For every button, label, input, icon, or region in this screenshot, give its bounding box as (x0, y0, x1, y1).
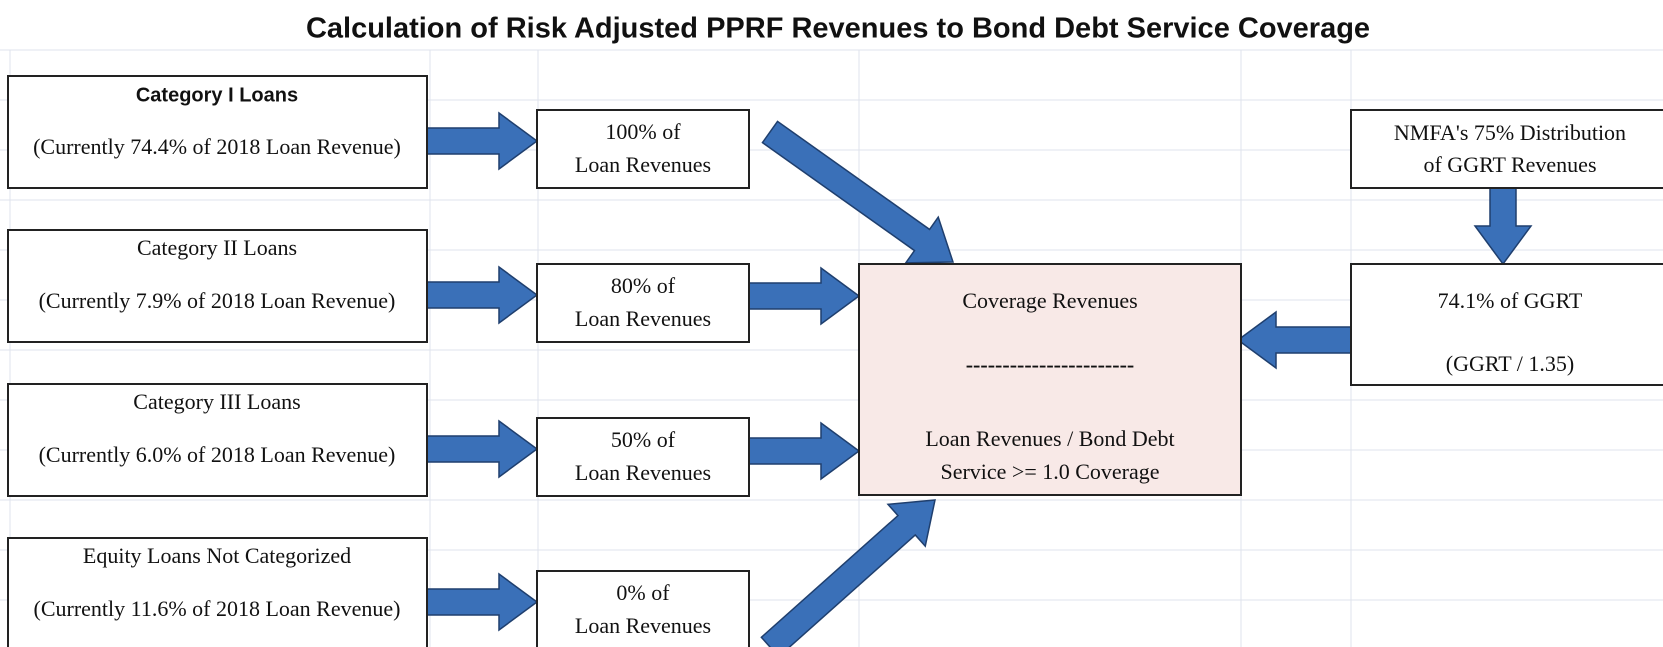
category-label: Equity Loans Not Categorized (83, 543, 351, 568)
coverage-box (858, 263, 1242, 496)
arrow (426, 265, 539, 325)
share-line: Loan Revenues (575, 460, 711, 485)
arrow (748, 266, 861, 326)
ggrt-result-box (1350, 263, 1663, 386)
arrow (1236, 310, 1352, 370)
ggrt-source: NMFA's 75% Distribution (1394, 120, 1626, 145)
category-box (7, 537, 428, 647)
ggrt-source: of GGRT Revenues (1423, 152, 1596, 177)
category-label: Category I Loans (136, 84, 298, 106)
ggrt-source-box (1350, 109, 1663, 189)
category-note: (Currently 74.4% of 2018 Loan Revenue) (33, 134, 401, 159)
coverage-line: Coverage Revenues (962, 288, 1137, 313)
category-box (7, 75, 428, 189)
arrow (748, 421, 861, 481)
arrow (761, 120, 955, 264)
arrow (426, 572, 539, 632)
coverage-line: Loan Revenues / Bond Debt (925, 426, 1174, 451)
share-line: Loan Revenues (575, 613, 711, 638)
arrows (426, 111, 1533, 647)
category-label: Category III Loans (133, 389, 300, 414)
arrow (426, 111, 539, 171)
category-box (7, 229, 428, 343)
share-box (536, 263, 750, 343)
coverage-line: ----------------------- (966, 352, 1135, 377)
category-note: (Currently 11.6% of 2018 Loan Revenue) (34, 596, 401, 621)
share-line: Loan Revenues (575, 306, 711, 331)
coverage-line: Service >= 1.0 Coverage (940, 459, 1159, 484)
share-line: 0% of (616, 580, 670, 605)
share-line: 50% of (611, 427, 676, 452)
share-line: 100% of (605, 119, 681, 144)
share-line: 80% of (611, 273, 676, 298)
share-box (536, 417, 750, 497)
arrow (760, 499, 936, 647)
share-line: Loan Revenues (575, 152, 711, 177)
arrow (426, 419, 539, 479)
category-label: Category II Loans (137, 235, 297, 260)
ggrt-result: (GGRT / 1.35) (1446, 351, 1574, 376)
category-box (7, 383, 428, 497)
category-note: (Currently 7.9% of 2018 Loan Revenue) (39, 288, 396, 313)
share-box (536, 570, 750, 647)
category-note: (Currently 6.0% of 2018 Loan Revenue) (39, 442, 396, 467)
title: Calculation of Risk Adjusted PPRF Revenu… (306, 13, 1370, 45)
share-box (536, 109, 750, 189)
ggrt-result: 74.1% of GGRT (1438, 288, 1583, 313)
arrow (1473, 187, 1533, 266)
